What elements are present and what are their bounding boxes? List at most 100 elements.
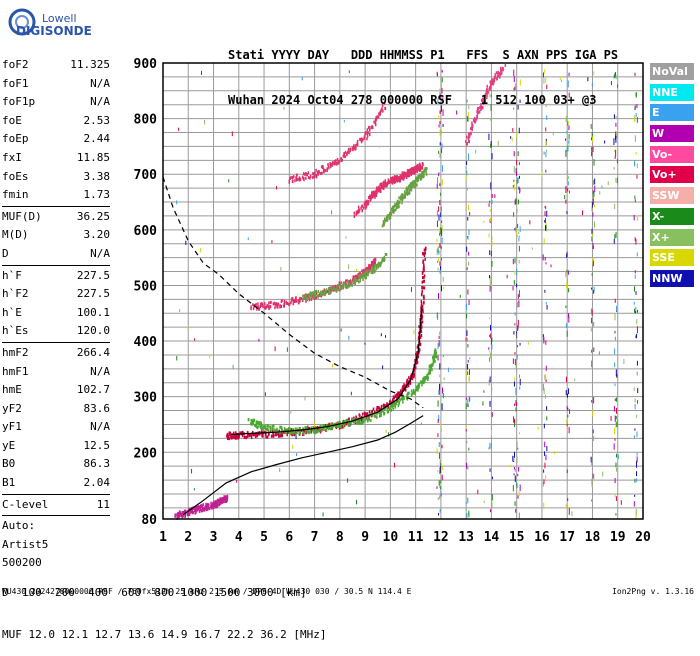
- echo-point: [371, 271, 374, 275]
- echo-point: [486, 93, 488, 97]
- echo-point: [312, 425, 314, 429]
- noise-speckle: [593, 435, 595, 442]
- echo-point: [355, 213, 357, 217]
- param-divider: [2, 341, 110, 343]
- echo-point: [356, 142, 359, 146]
- x-tick-label: 7: [311, 530, 319, 545]
- noise-speckle: [465, 173, 467, 180]
- echo-point: [327, 164, 330, 168]
- echo-point: [359, 272, 361, 276]
- noise-speckle: [483, 220, 485, 224]
- distance-label: D: [2, 586, 9, 599]
- x-tick-label: 11: [408, 530, 424, 545]
- echo-point: [414, 391, 416, 395]
- echo-point: [360, 137, 362, 141]
- echo-point: [390, 403, 392, 407]
- echo-point: [421, 276, 424, 280]
- echo-point: [180, 513, 183, 517]
- echo-point: [419, 318, 421, 322]
- noise-speckle: [439, 459, 441, 465]
- echo-point: [278, 429, 281, 433]
- noise-speckle: [636, 319, 638, 325]
- echo-point: [330, 165, 332, 169]
- echo-point: [337, 424, 340, 428]
- noise-speckle: [438, 414, 440, 421]
- echo-point: [188, 511, 190, 515]
- param-value: 3.38: [83, 169, 111, 183]
- echo-point: [467, 136, 470, 140]
- echo-point: [335, 162, 338, 166]
- echo-point: [238, 433, 240, 437]
- echo-point: [412, 390, 415, 394]
- noise-speckle: [541, 172, 543, 178]
- echo-point: [326, 290, 329, 294]
- noise-speckle: [545, 152, 547, 158]
- noise-speckle: [466, 116, 468, 122]
- echo-point: [305, 297, 308, 301]
- noise-speckle: [543, 387, 545, 394]
- noise-speckle: [440, 428, 442, 432]
- noise-speckle: [513, 166, 515, 173]
- y-tick-label: 600: [134, 224, 158, 239]
- noise-speckle: [436, 220, 438, 227]
- echo-point: [489, 86, 491, 90]
- echo-point: [423, 275, 425, 279]
- noise-speckle: [614, 348, 616, 355]
- noise-speckle: [517, 294, 519, 299]
- noise-speckle: [574, 378, 576, 381]
- noise-speckle: [441, 143, 443, 149]
- echo-point: [323, 292, 326, 296]
- noise-speckle: [441, 165, 443, 172]
- param-name: h`F: [2, 268, 22, 282]
- param-row: Artist5: [2, 536, 110, 555]
- noise-speckle: [550, 264, 552, 268]
- echo-point: [211, 506, 213, 510]
- echo-point: [376, 191, 378, 195]
- echo-point: [416, 179, 418, 183]
- param-divider: [2, 493, 110, 495]
- echo-point: [305, 293, 307, 297]
- echo-point: [418, 348, 421, 352]
- param-value: 11: [96, 497, 110, 511]
- echo-point: [383, 223, 385, 227]
- echo-point: [296, 173, 298, 177]
- noise-speckle: [566, 282, 568, 289]
- echo-point: [429, 370, 431, 374]
- echo-point: [392, 407, 395, 411]
- echo-point: [315, 292, 318, 296]
- noise-speckle: [209, 354, 211, 359]
- noise-speckle: [439, 383, 441, 391]
- echo-point: [386, 214, 389, 218]
- param-row: hmF1 N/A: [2, 363, 110, 382]
- noise-speckle: [518, 161, 520, 166]
- echo-point: [402, 385, 404, 389]
- echo-point: [395, 400, 397, 404]
- echo-point: [309, 291, 312, 295]
- noise-speckle: [442, 392, 444, 399]
- echo-point: [368, 410, 371, 414]
- echo-point: [298, 176, 301, 180]
- echo-point: [410, 181, 412, 185]
- echo-point: [246, 431, 249, 435]
- echo-point: [373, 120, 375, 124]
- echo-point: [409, 168, 411, 172]
- echo-point: [368, 270, 370, 274]
- echo-point: [416, 386, 418, 390]
- echo-point: [326, 425, 328, 429]
- noise-speckle: [482, 401, 484, 406]
- echo-point: [213, 500, 215, 504]
- echo-point: [420, 165, 422, 169]
- echo-point: [271, 424, 274, 428]
- noise-speckle: [591, 228, 593, 235]
- echo-point: [192, 506, 195, 510]
- noise-speckle: [515, 399, 517, 406]
- noise-speckle: [544, 69, 546, 74]
- noise-speckle: [636, 326, 638, 334]
- echo-point: [340, 157, 342, 161]
- echo-point: [305, 172, 307, 176]
- echo-point: [213, 502, 215, 506]
- noise-speckle: [466, 246, 468, 252]
- noise-speckle: [439, 183, 441, 186]
- noise-speckle: [491, 236, 493, 240]
- echo-point: [276, 427, 278, 431]
